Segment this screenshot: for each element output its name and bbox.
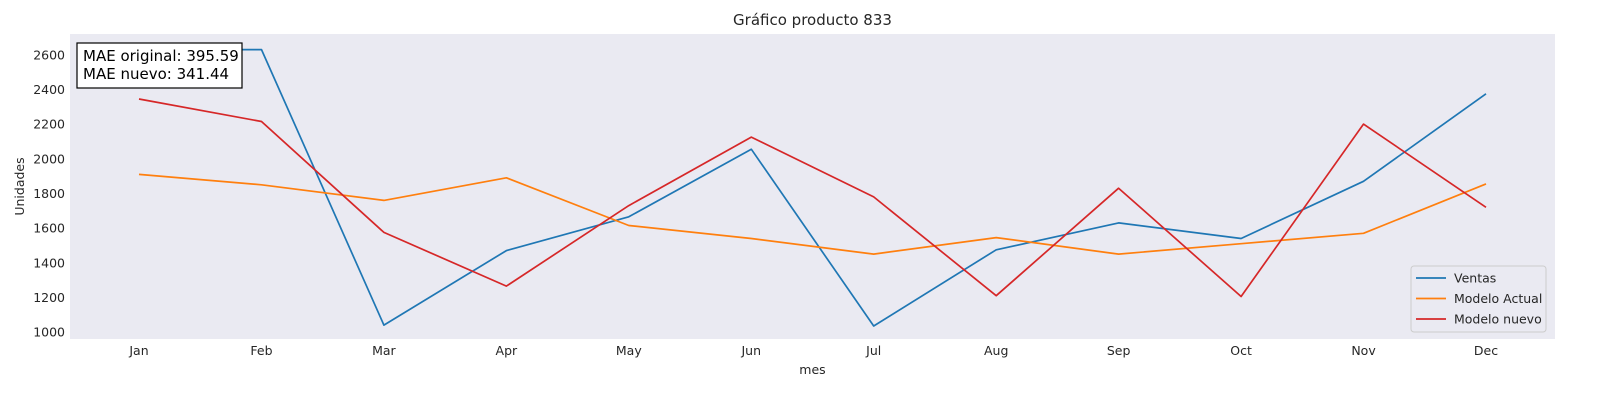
x-tick-label: Apr [496, 343, 518, 358]
y-tick-label: 1600 [33, 221, 65, 236]
y-tick-label: 1200 [33, 290, 65, 305]
mae-original-text: MAE original: 395.59 [83, 47, 239, 65]
series-line [138, 98, 1487, 298]
x-tick-label: Oct [1230, 343, 1252, 358]
x-tick-label: Jan [128, 343, 148, 358]
legend-entry: Modelo nuevo [1454, 312, 1542, 327]
x-tick-label: Jul [865, 343, 881, 358]
x-tick-label: Dec [1474, 343, 1498, 358]
x-tick-label: Nov [1351, 343, 1376, 358]
y-axis-label: Unidades [12, 157, 27, 215]
mae-nuevo-text: MAE nuevo: 341.44 [83, 65, 229, 83]
x-tick-labels: Jan Feb Mar Apr May Jun Jul Aug Sep Oct Nov Dec [128, 343, 1498, 358]
chart-legend: Ventas Modelo Actual Modelo nuevo [1410, 265, 1547, 333]
y-tick-label: 1800 [33, 186, 65, 201]
series-line [138, 173, 1487, 255]
y-tick-label: 2600 [33, 47, 65, 62]
plot-area [70, 34, 1555, 339]
y-tick-label: 2200 [33, 117, 65, 132]
chart-title: Gráfico producto 833 [733, 11, 892, 29]
x-tick-label: Jun [741, 343, 762, 358]
legend-frame [1410, 265, 1547, 333]
x-tick-label: Sep [1107, 343, 1131, 358]
mae-annotation-border [76, 42, 243, 89]
y-tick-label: 1000 [33, 325, 65, 340]
y-tick-label: 2000 [33, 151, 65, 166]
y-tick-labels: 1000 1200 1400 1600 1800 2000 2200 2400 2600 [33, 47, 65, 339]
legend-entry: Modelo Actual [1454, 291, 1542, 306]
x-tick-label: Aug [984, 343, 1008, 358]
x-tick-label: May [616, 343, 642, 358]
mae-annotation-box: MAE original: 395.59 MAE nuevo: 341.44 [76, 42, 243, 89]
series-line [139, 48, 1487, 327]
x-tick-label: Feb [250, 343, 272, 358]
y-tick-label: 1400 [33, 255, 65, 270]
legend-entry: Ventas [1454, 271, 1496, 286]
x-tick-label: Mar [372, 343, 396, 358]
x-axis-label: mes [799, 362, 825, 377]
y-tick-label: 2400 [33, 82, 65, 97]
series-layer [138, 48, 1487, 327]
